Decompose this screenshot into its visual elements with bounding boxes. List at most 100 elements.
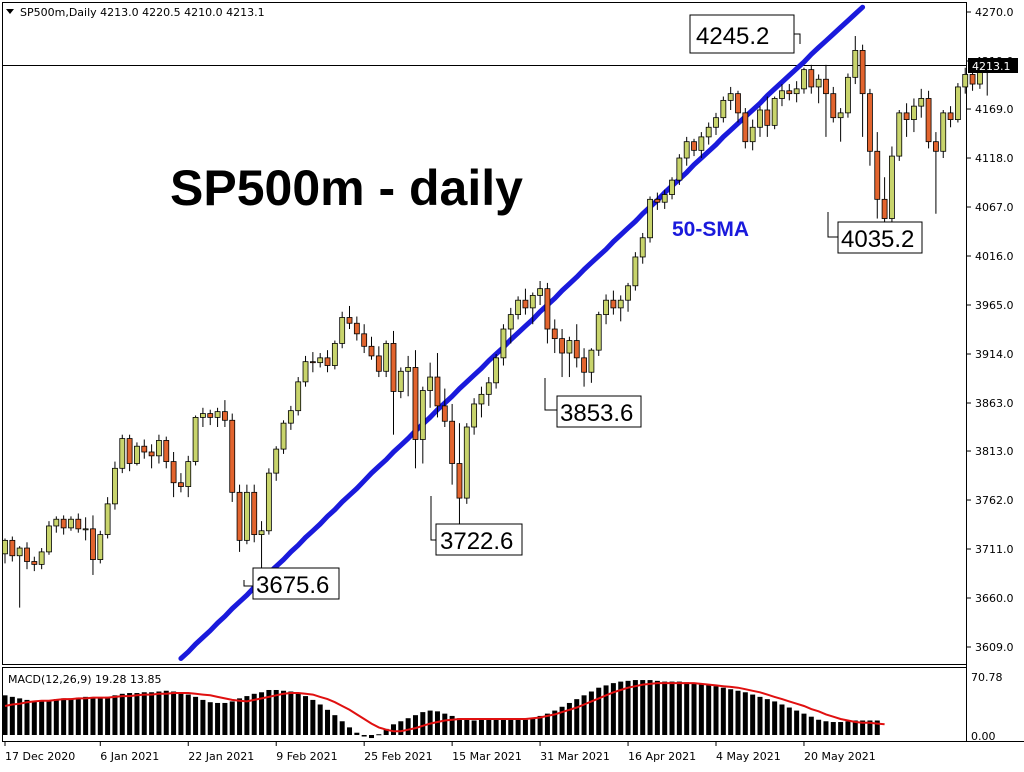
candle xyxy=(661,189,668,209)
candle xyxy=(141,439,148,459)
macd-bar xyxy=(867,720,873,735)
candle-body-up xyxy=(38,551,45,565)
macd-bar xyxy=(332,715,338,735)
candle-body-down xyxy=(559,338,565,354)
collapse-arrow-icon[interactable] xyxy=(6,9,14,14)
candle-body-down xyxy=(361,333,368,347)
macd-bar xyxy=(244,696,250,735)
candle xyxy=(771,96,778,130)
macd-bar xyxy=(669,681,675,735)
candle xyxy=(955,83,961,123)
macd-bar xyxy=(127,693,133,735)
candle-body-up xyxy=(485,382,492,395)
macd-bar xyxy=(46,700,52,735)
candle-body-up xyxy=(16,547,23,557)
macd-bar xyxy=(266,689,272,735)
candle xyxy=(757,106,763,137)
candle xyxy=(60,515,67,535)
candle-body-up xyxy=(566,340,573,354)
candle xyxy=(940,109,947,159)
x-tick-label: 25 Feb 2021 xyxy=(364,750,432,763)
candle xyxy=(639,232,646,264)
candle-body-down xyxy=(691,141,697,151)
candle-body-down xyxy=(933,141,939,152)
candle xyxy=(9,536,16,562)
macd-bar xyxy=(288,691,294,735)
candle-body-up xyxy=(896,112,903,157)
macd-bar xyxy=(625,680,631,735)
candle xyxy=(346,305,353,330)
candle xyxy=(617,295,624,322)
candle-body-up xyxy=(383,343,390,372)
macd-bar xyxy=(112,695,118,735)
macd-bar xyxy=(325,709,331,735)
macd-bar xyxy=(207,702,213,735)
macd-bar xyxy=(9,696,15,735)
macd-bar xyxy=(383,728,389,735)
candle xyxy=(324,350,331,373)
y-tick-label: 3813.0 xyxy=(975,445,1014,458)
macd-bar xyxy=(742,692,748,735)
candle-body-up xyxy=(104,503,111,536)
candle-body-up xyxy=(779,90,785,99)
macd-bar xyxy=(530,718,536,735)
candle xyxy=(287,405,294,430)
candle-body-up xyxy=(295,381,302,412)
candle-body-up xyxy=(493,357,500,384)
macd-bar xyxy=(603,685,609,735)
annotation-high: 4245.2 xyxy=(689,14,801,54)
candle-body-up xyxy=(771,98,778,126)
candle-body-up xyxy=(258,530,265,536)
candle xyxy=(962,67,969,94)
macd-bar xyxy=(471,720,477,735)
candle xyxy=(463,423,470,504)
macd-bar xyxy=(303,696,309,735)
candle xyxy=(265,468,272,535)
candle-body-down xyxy=(610,299,617,309)
candle-body-up xyxy=(955,86,961,120)
candle-body-down xyxy=(859,50,866,95)
candle xyxy=(786,84,793,101)
macd-bar xyxy=(420,712,426,735)
candle xyxy=(243,484,250,545)
y-tick-label: 3863.0 xyxy=(975,397,1014,410)
candle-body-up xyxy=(793,88,800,95)
candle xyxy=(727,86,734,110)
candle-body-down xyxy=(903,112,910,120)
candle xyxy=(309,352,316,373)
candle-body-up xyxy=(632,256,639,287)
candle-body-up xyxy=(603,299,609,316)
macd-bar xyxy=(376,734,382,736)
macd-bar xyxy=(515,719,521,735)
candle-body-up xyxy=(507,314,514,330)
macd-bar xyxy=(618,681,624,735)
candle xyxy=(683,136,690,166)
candle xyxy=(581,348,587,387)
candle-body-down xyxy=(441,405,448,422)
candle-body-up xyxy=(339,317,346,344)
macd-bar xyxy=(39,701,45,735)
candle xyxy=(31,556,38,572)
candle xyxy=(368,336,375,360)
symbol-header: SP500m,Daily 4213.0 4220.5 4210.0 4213.1 xyxy=(20,6,265,19)
y-tick-label: 3609.0 xyxy=(975,641,1014,654)
candle-body-down xyxy=(764,109,771,126)
candle xyxy=(412,350,419,469)
candle-body-up xyxy=(757,109,763,128)
candle xyxy=(339,311,346,349)
candle-body-up xyxy=(397,370,404,392)
x-tick-label: 4 May 2021 xyxy=(716,750,781,763)
candle-body-up xyxy=(82,528,89,531)
macd-bar xyxy=(713,686,719,735)
candle-body-up xyxy=(46,525,52,553)
y-tick-label: 3965.0 xyxy=(975,299,1014,312)
candle xyxy=(918,88,925,118)
y-tick-label: 3762.0 xyxy=(975,494,1014,507)
macd-bar xyxy=(390,724,396,735)
candle xyxy=(53,516,60,533)
macd-bar xyxy=(237,698,243,735)
candle xyxy=(456,423,463,539)
candle xyxy=(38,548,45,570)
candle-body-up xyxy=(185,461,192,487)
candle-body-down xyxy=(60,518,67,529)
